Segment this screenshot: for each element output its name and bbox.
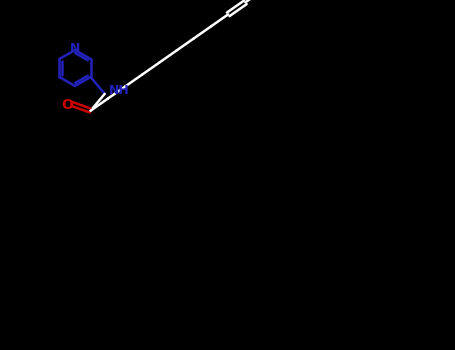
Text: NH: NH <box>109 84 130 97</box>
Text: O: O <box>61 98 73 112</box>
Text: N: N <box>70 42 80 56</box>
